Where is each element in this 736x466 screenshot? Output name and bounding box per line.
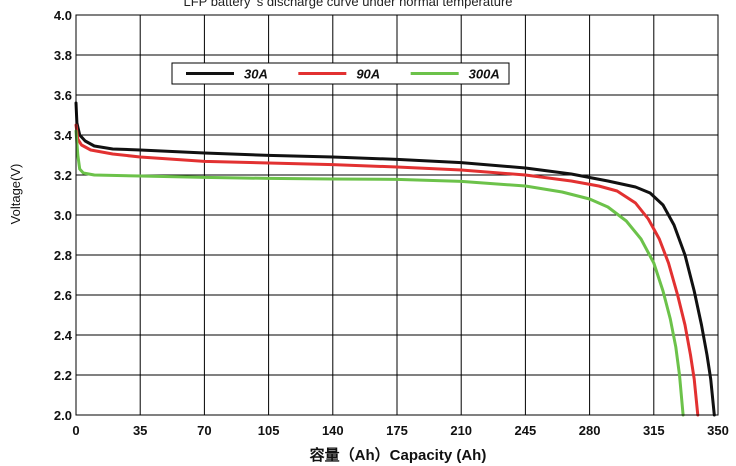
x-tick-label: 210	[450, 423, 472, 438]
x-tick-label: 35	[133, 423, 147, 438]
x-axis-label: 容量（Ah）Capacity (Ah)	[309, 446, 487, 464]
x-tick-label: 70	[197, 423, 211, 438]
y-tick-label: 3.0	[54, 208, 72, 223]
legend: 30A 90A 300A	[171, 62, 510, 85]
y-tick-label: 3.4	[54, 128, 73, 143]
y-axis-label: Voltage(V)	[8, 164, 23, 225]
x-tick-label: 280	[579, 423, 601, 438]
legend-label: 300A	[469, 67, 500, 82]
y-tick-label: 2.8	[54, 248, 72, 263]
x-tick-label: 0	[72, 423, 79, 438]
x-tick-label: 105	[258, 423, 280, 438]
y-tick-label: 3.6	[54, 88, 72, 103]
series-layer	[74, 101, 716, 417]
x-tick-label: 350	[707, 423, 729, 438]
series-line-30A	[74, 101, 716, 417]
x-tick-label: 245	[515, 423, 537, 438]
y-tick-label: 2.2	[54, 368, 72, 383]
tick-labels: 0 35 70 105 140 175 210 245 280 315 350 2.0 2.2 2.4 2.…	[54, 8, 729, 438]
x-tick-label: 140	[322, 423, 344, 438]
x-tick-label: 175	[386, 423, 408, 438]
chart-title: LFP battery ’s discharge curve under nor…	[183, 0, 512, 9]
y-tick-label: 4.0	[54, 8, 72, 23]
y-tick-label: 2.0	[54, 408, 72, 423]
y-tick-label: 3.8	[54, 48, 72, 63]
y-tick-label: 2.6	[54, 288, 72, 303]
y-tick-label: 3.2	[54, 168, 72, 183]
x-tick-label: 315	[643, 423, 665, 438]
legend-label: 90A	[356, 67, 380, 82]
series-line-90A	[74, 123, 700, 417]
y-tick-label: 2.4	[54, 328, 73, 343]
plot-frame	[75, 14, 719, 416]
series-line-300A	[74, 129, 685, 417]
legend-label: 30A	[244, 67, 268, 82]
